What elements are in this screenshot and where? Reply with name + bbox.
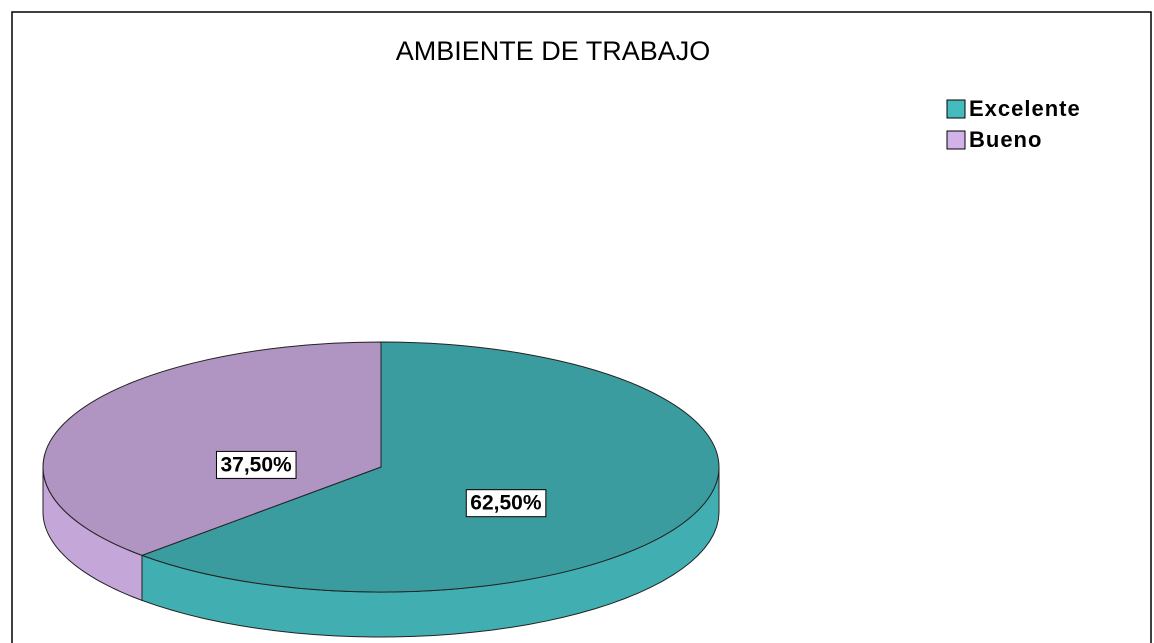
data-label: 62,50% (465, 489, 547, 518)
chart-title: AMBIENTE DE TRABAJO (396, 36, 711, 66)
slice (42, 341, 382, 556)
data-label-box (215, 450, 297, 479)
legend-swatch (946, 130, 966, 150)
legend-swatch (946, 99, 966, 119)
data-label: 37,50% (215, 450, 297, 479)
data-label-text: 62,50% (470, 492, 542, 515)
legend-label: Bueno (969, 127, 1042, 152)
data-label-text: 37,50% (220, 453, 292, 476)
slice (140, 341, 720, 593)
legend-label: Excelente (969, 96, 1081, 121)
data-label-box (465, 489, 547, 518)
